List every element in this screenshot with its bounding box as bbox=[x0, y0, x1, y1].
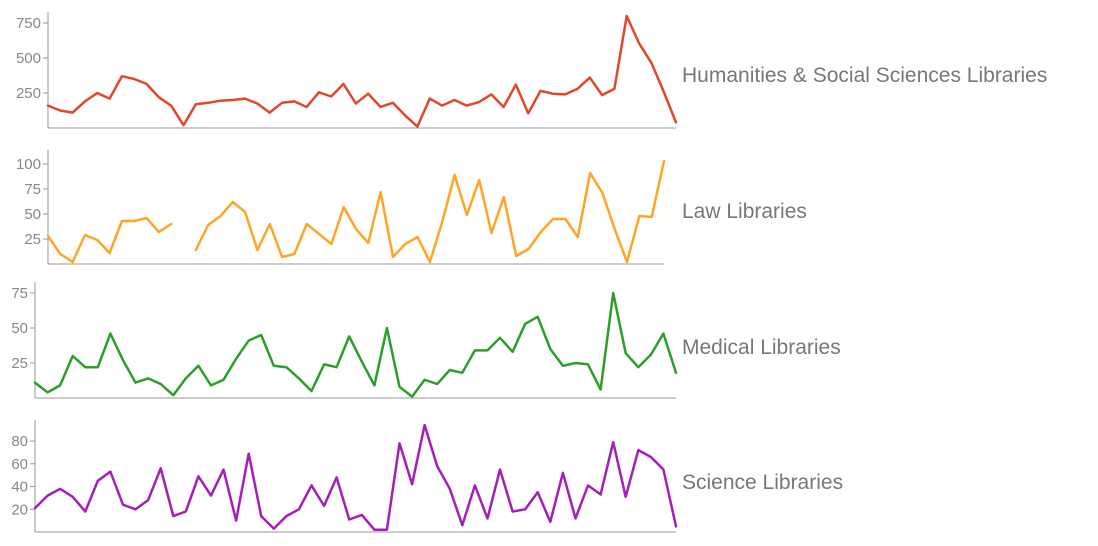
chart-panel-3: 25 50 75 Medical Libraries bbox=[11, 282, 841, 399]
y-tick-label: 25 bbox=[24, 231, 41, 248]
chart-panel-1: 250 500 750 Humanities & Social Sciences Li… bbox=[16, 12, 1047, 129]
y-tick-label: 20 bbox=[11, 501, 28, 518]
y-tick-label: 250 bbox=[16, 85, 41, 102]
y-tick-label: 50 bbox=[11, 320, 28, 337]
y-tick-label: 25 bbox=[11, 355, 28, 372]
series-label: Medical Libraries bbox=[682, 336, 841, 359]
y-tick-label: 100 bbox=[16, 156, 41, 173]
chart-panel-4: 20 40 60 80 Science Libraries bbox=[11, 420, 843, 533]
chart-panel-2: 25 50 75 100 Law Libraries bbox=[16, 150, 807, 265]
y-tick-label: 60 bbox=[11, 456, 28, 473]
series-line-2 bbox=[46, 159, 666, 264]
y-tick-label: 75 bbox=[11, 285, 28, 302]
y-tick-label: 40 bbox=[11, 479, 28, 496]
y-tick-label: 500 bbox=[16, 50, 41, 67]
series-label: Law Libraries bbox=[682, 200, 807, 223]
series-line-3 bbox=[33, 291, 678, 398]
y-tick-label: 80 bbox=[11, 433, 28, 450]
series-line-4 bbox=[33, 423, 678, 531]
series-label: Science Libraries bbox=[682, 471, 843, 494]
y-tick-label: 75 bbox=[24, 181, 41, 198]
series-line-1 bbox=[46, 14, 678, 128]
y-tick-label: 50 bbox=[24, 206, 41, 223]
y-tick-label: 750 bbox=[16, 15, 41, 32]
series-label: Humanities & Social Sciences Libraries bbox=[682, 64, 1047, 87]
